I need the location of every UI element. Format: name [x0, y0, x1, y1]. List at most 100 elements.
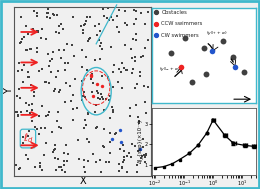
Point [125, 23, 129, 26]
Point [96, 96, 100, 99]
Point [54, 76, 58, 79]
Point [123, 9, 127, 12]
Point [106, 76, 110, 79]
Point [51, 13, 55, 16]
Point [121, 143, 125, 146]
Point [82, 24, 86, 27]
Point [104, 97, 108, 100]
Point [51, 51, 55, 54]
Point [98, 97, 102, 100]
Point [98, 29, 102, 32]
Point [57, 91, 61, 94]
Point [142, 23, 147, 26]
Point [46, 113, 50, 116]
Point [35, 12, 39, 15]
Point [38, 166, 42, 169]
Point [55, 119, 59, 122]
Point [115, 15, 120, 18]
Point [46, 52, 50, 55]
Point [139, 56, 144, 59]
Point [111, 108, 115, 111]
Point [59, 165, 63, 168]
Point [100, 98, 105, 101]
Point [42, 127, 47, 130]
Point [71, 94, 75, 97]
Point [68, 99, 73, 102]
Point [72, 54, 76, 57]
Point [54, 168, 58, 171]
Point [22, 63, 27, 66]
Point [120, 86, 124, 89]
Point [100, 85, 105, 88]
Point [83, 96, 87, 99]
Point [86, 39, 90, 42]
Point [42, 153, 46, 156]
Point [119, 70, 123, 74]
Point [111, 70, 115, 73]
Text: $(y_{0+}+\alpha)$: $(y_{0+}+\alpha)$ [206, 29, 228, 37]
Point [15, 110, 19, 113]
Point [129, 143, 134, 146]
Point [91, 81, 95, 84]
Point [93, 58, 97, 61]
Point [71, 118, 75, 121]
Point [54, 31, 58, 34]
Point [129, 156, 133, 159]
Point [63, 101, 67, 104]
Point [105, 17, 109, 20]
Point [81, 31, 85, 34]
Point [139, 11, 143, 14]
Point [127, 107, 132, 110]
Point [242, 71, 246, 74]
Point [233, 65, 237, 68]
Point [38, 126, 43, 129]
Point [93, 25, 97, 28]
Point [57, 24, 61, 27]
Point [21, 136, 25, 139]
Point [98, 159, 102, 162]
Point [80, 66, 84, 69]
Point [122, 149, 126, 153]
Point [154, 34, 158, 37]
Point [98, 57, 102, 60]
Point [80, 49, 84, 52]
Point [27, 130, 31, 133]
Point [115, 81, 120, 84]
Point [131, 38, 135, 41]
Point [46, 12, 50, 15]
Point [100, 47, 104, 50]
Point [137, 121, 141, 124]
Point [102, 146, 106, 149]
Point [183, 37, 187, 40]
Point [30, 120, 34, 123]
Point [73, 77, 77, 80]
Point [169, 52, 173, 55]
Point [80, 80, 84, 83]
Point [63, 170, 67, 173]
Point [32, 9, 36, 12]
Point [62, 163, 66, 166]
Point [221, 40, 225, 43]
Point [14, 163, 18, 166]
Point [143, 47, 147, 50]
Point [112, 63, 116, 66]
Point [71, 15, 75, 19]
Point [35, 128, 39, 131]
Point [64, 143, 68, 146]
Point [143, 156, 147, 159]
Point [125, 68, 129, 71]
Point [100, 74, 104, 77]
Point [47, 81, 51, 84]
Point [124, 68, 128, 71]
Point [144, 154, 148, 157]
Point [21, 142, 25, 145]
Text: CCW swimmers: CCW swimmers [161, 21, 203, 26]
Point [133, 9, 138, 12]
Point [94, 103, 98, 106]
Point [127, 151, 131, 154]
Point [120, 62, 125, 65]
Point [46, 8, 50, 11]
Point [32, 91, 36, 94]
Point [32, 126, 37, 129]
Point [89, 75, 93, 78]
